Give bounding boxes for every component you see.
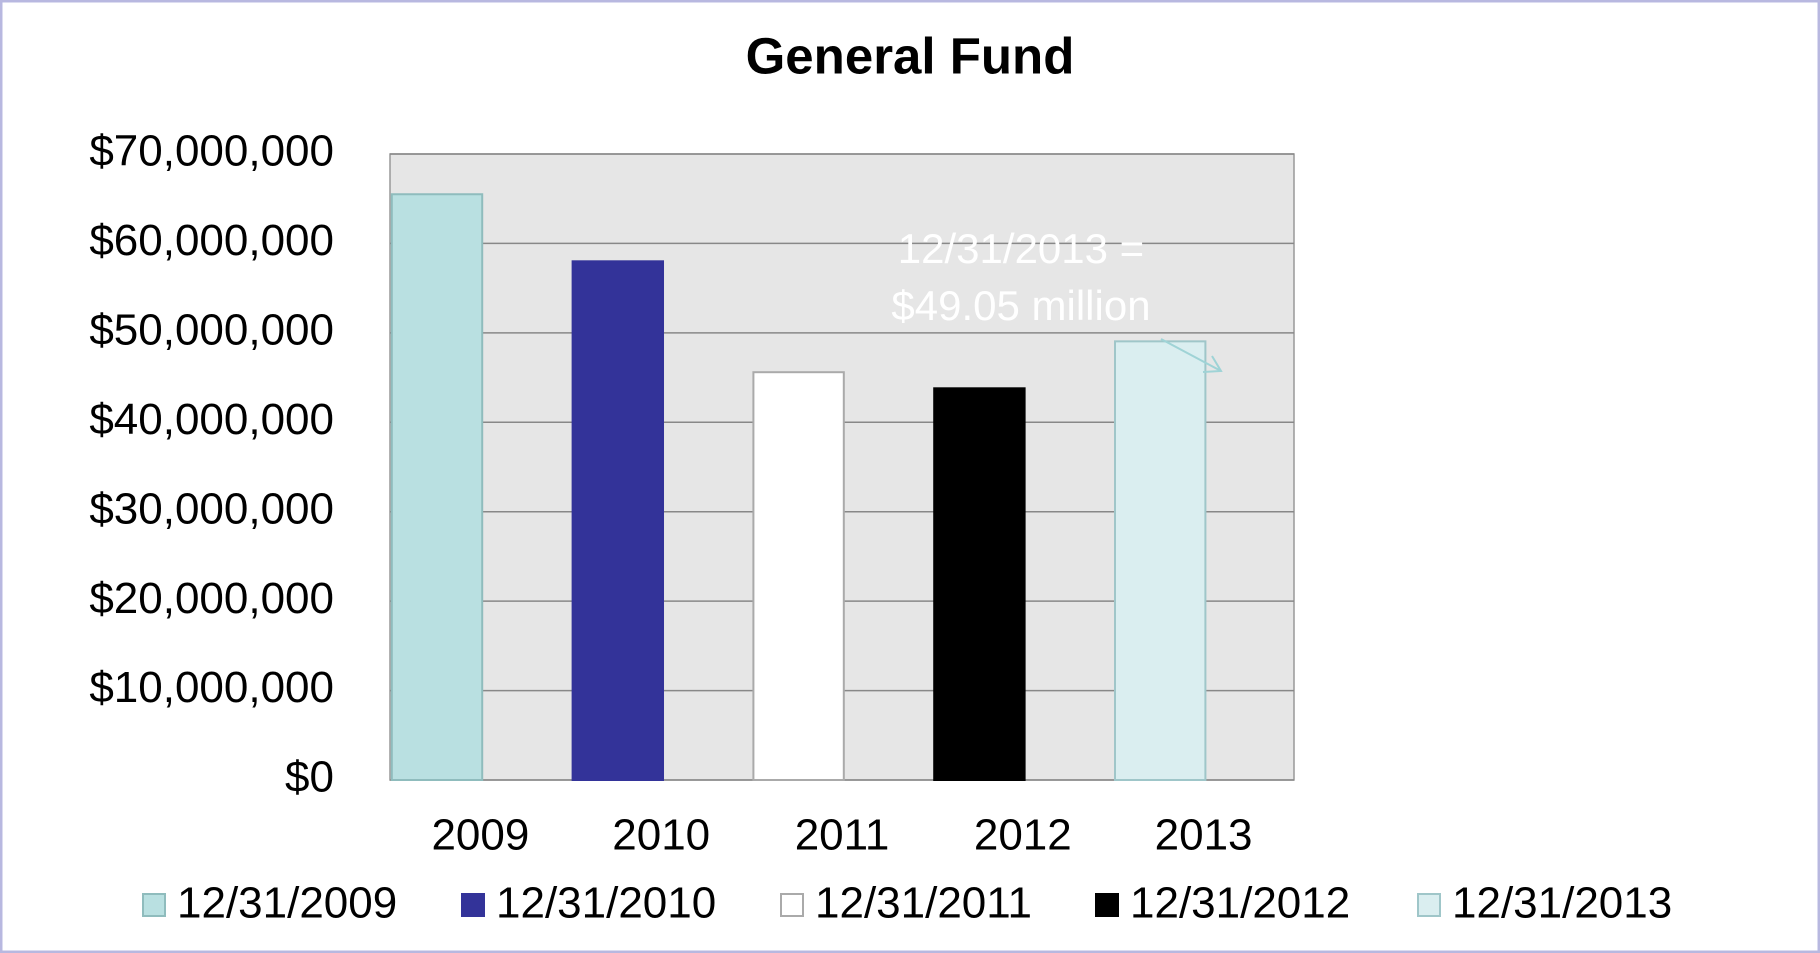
- legend-label: 12/31/2009: [177, 879, 397, 928]
- y-tick-label: $30,000,000: [89, 484, 334, 533]
- bar: [1114, 340, 1207, 781]
- annotation-arrow: [1160, 338, 1222, 372]
- y-tick-label: $50,000,000: [89, 305, 334, 354]
- y-tick-label: $20,000,000: [89, 574, 334, 623]
- annotation: 12/31/2013 =: [898, 225, 1144, 272]
- bar: [571, 260, 665, 782]
- legend-label: 12/31/2011: [815, 879, 1032, 928]
- chart-title: General Fund: [746, 27, 1075, 84]
- legend-swatch: [142, 893, 166, 917]
- legend-swatch: [780, 893, 804, 917]
- annotation: $49.05 million: [891, 282, 1150, 329]
- x-tick-label: 2012: [974, 811, 1072, 860]
- legend-label: 12/31/2012: [1130, 879, 1350, 928]
- legend-swatch: [1095, 893, 1119, 917]
- x-tick-label: 2010: [612, 811, 710, 860]
- bar: [390, 193, 484, 781]
- x-tick-label: 2013: [1155, 811, 1253, 860]
- bar: [933, 387, 1026, 781]
- annotation-arrowhead: [1202, 355, 1223, 373]
- y-tick-label: $70,000,000: [89, 127, 334, 176]
- bar: [752, 371, 845, 781]
- legend-swatch: [461, 893, 485, 917]
- legend-label: 12/31/2010: [496, 879, 716, 928]
- y-tick-label: $10,000,000: [89, 663, 334, 712]
- y-tick-label: $60,000,000: [89, 216, 334, 265]
- y-tick-label: $0: [285, 753, 334, 802]
- y-tick-label: $40,000,000: [89, 395, 334, 444]
- legend-swatch: [1417, 893, 1441, 917]
- x-tick-label: 2011: [795, 811, 890, 860]
- x-tick-label: 2009: [431, 811, 529, 860]
- legend-label: 12/31/2013: [1452, 879, 1672, 928]
